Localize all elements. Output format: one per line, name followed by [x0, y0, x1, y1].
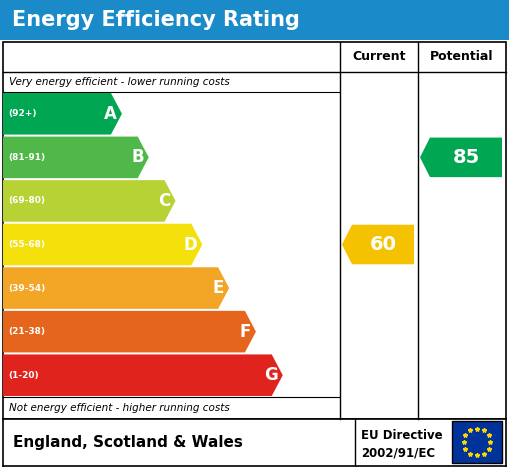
Text: Very energy efficient - lower running costs: Very energy efficient - lower running co…: [9, 77, 230, 87]
Bar: [0, 419, 509, 467]
Text: F: F: [240, 323, 251, 340]
Polygon shape: [3, 224, 202, 265]
Polygon shape: [3, 136, 149, 178]
Polygon shape: [3, 354, 282, 396]
Text: (81-91): (81-91): [8, 153, 45, 162]
Text: 2002/91/EC: 2002/91/EC: [361, 446, 435, 459]
Text: (39-54): (39-54): [8, 283, 45, 292]
Text: England, Scotland & Wales: England, Scotland & Wales: [13, 434, 243, 450]
Polygon shape: [3, 267, 229, 309]
Text: D: D: [184, 235, 197, 254]
Text: (21-38): (21-38): [8, 327, 45, 336]
Polygon shape: [3, 93, 122, 134]
Text: B: B: [131, 149, 144, 166]
Polygon shape: [342, 225, 414, 264]
Text: 60: 60: [370, 235, 397, 254]
Text: 85: 85: [453, 148, 479, 167]
Text: Current: Current: [352, 50, 406, 64]
Text: (92+): (92+): [8, 109, 37, 118]
Text: (1-20): (1-20): [8, 371, 39, 380]
Text: Not energy efficient - higher running costs: Not energy efficient - higher running co…: [9, 403, 230, 413]
Polygon shape: [3, 180, 176, 222]
Text: C: C: [158, 192, 171, 210]
Text: G: G: [264, 366, 278, 384]
Bar: [3, 42, 506, 419]
Polygon shape: [3, 311, 256, 353]
Text: (55-68): (55-68): [8, 240, 45, 249]
Polygon shape: [420, 138, 502, 177]
Text: Energy Efficiency Rating: Energy Efficiency Rating: [12, 10, 300, 30]
Text: E: E: [213, 279, 224, 297]
Text: (69-80): (69-80): [8, 197, 45, 205]
Text: A: A: [104, 105, 117, 123]
Bar: [0, 0, 509, 40]
Bar: [452, 421, 502, 463]
Text: Potential: Potential: [430, 50, 494, 64]
Text: EU Directive: EU Directive: [361, 429, 443, 442]
